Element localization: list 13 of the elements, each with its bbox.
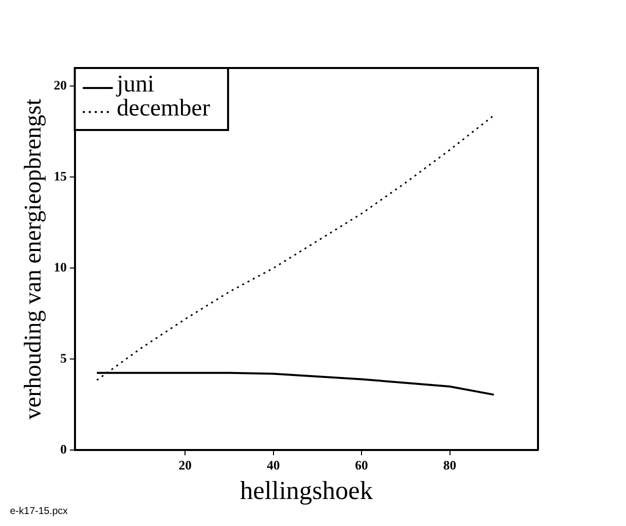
x-tick-label: 60 bbox=[355, 457, 368, 472]
y-tick-label: 20 bbox=[54, 78, 67, 93]
y-tick-label: 0 bbox=[60, 442, 67, 457]
text: e-k17-15.pcx bbox=[10, 506, 68, 517]
y-tick-label: 15 bbox=[54, 168, 68, 184]
x-tick-label: 20 bbox=[178, 457, 192, 472]
y-tick-label: 10 bbox=[54, 260, 67, 275]
legend-label: juni bbox=[116, 71, 154, 98]
x-axis-title: hellingshoek bbox=[240, 476, 373, 506]
y-axis-title: verhouding van energieopbrengst bbox=[20, 98, 47, 420]
x-tick-label: 80 bbox=[443, 457, 456, 472]
x-tick-label: 40 bbox=[266, 457, 280, 472]
y-tick-label: 5 bbox=[60, 350, 68, 366]
